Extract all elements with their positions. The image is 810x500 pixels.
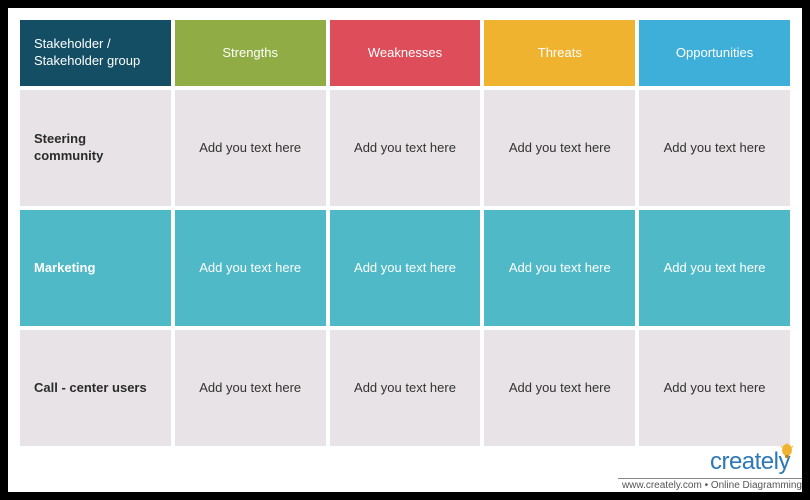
row-label: Call - center users	[20, 330, 171, 446]
table-cell[interactable]: Add you text here	[330, 210, 481, 326]
row-label: Steering community	[20, 90, 171, 206]
creately-logo: creately	[710, 448, 790, 476]
header-strengths: Strengths	[175, 20, 326, 86]
table-cell[interactable]: Add you text here	[639, 330, 790, 446]
table-cell[interactable]: Add you text here	[639, 210, 790, 326]
table-cell[interactable]: Add you text here	[484, 90, 635, 206]
header-opportunities: Opportunities	[639, 20, 790, 86]
header-threats: Threats	[484, 20, 635, 86]
table-cell[interactable]: Add you text here	[330, 90, 481, 206]
logo-text: creately	[710, 448, 790, 476]
header-stakeholder: Stakeholder / Stakeholder group	[20, 20, 171, 86]
header-weaknesses: Weaknesses	[330, 20, 481, 86]
table-cell[interactable]: Add you text here	[175, 330, 326, 446]
table-cell[interactable]: Add you text here	[484, 210, 635, 326]
table-cell[interactable]: Add you text here	[175, 210, 326, 326]
table-cell[interactable]: Add you text here	[330, 330, 481, 446]
diagram-frame: Stakeholder / Stakeholder group Strength…	[0, 0, 810, 500]
lightbulb-icon	[780, 440, 794, 458]
row-label: Marketing	[20, 210, 171, 326]
table-cell[interactable]: Add you text here	[639, 90, 790, 206]
table-cell[interactable]: Add you text here	[484, 330, 635, 446]
footer-tagline: www.creately.com • Online Diagramming	[618, 478, 802, 491]
table-cell[interactable]: Add you text here	[175, 90, 326, 206]
swot-stakeholder-grid: Stakeholder / Stakeholder group Strength…	[20, 20, 790, 446]
